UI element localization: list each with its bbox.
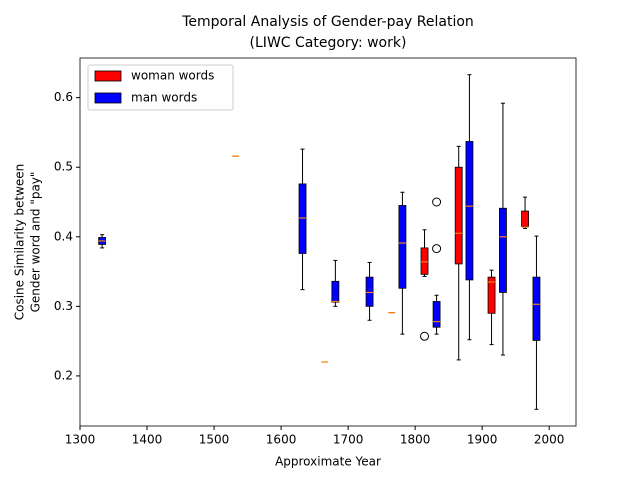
legend-label: woman words [131, 69, 214, 83]
plot-frame [79, 57, 577, 427]
box [298, 183, 307, 254]
x-tick-label: 1800 [400, 433, 431, 447]
y-axis-label: Gender word and "pay" [29, 172, 43, 313]
box [454, 166, 463, 265]
box [365, 276, 374, 307]
x-tick-label: 1900 [467, 433, 498, 447]
box [331, 280, 340, 303]
flier [432, 197, 442, 207]
box [420, 247, 429, 275]
box [521, 210, 529, 227]
y-tick-label: 0.5 [54, 160, 73, 174]
x-tick-label: 1500 [199, 433, 230, 447]
box [499, 207, 507, 293]
x-tick-label: 1600 [266, 433, 297, 447]
x-tick-label: 2000 [534, 433, 565, 447]
flier [432, 244, 442, 254]
legend-frame [87, 64, 234, 111]
box [432, 301, 441, 328]
box [398, 205, 407, 289]
legend-swatch [94, 70, 122, 82]
legend-swatch [94, 92, 122, 104]
y-tick-label: 0.6 [54, 90, 73, 104]
flier [420, 331, 430, 341]
y-tick-label: 0.4 [54, 229, 73, 243]
box [532, 276, 541, 341]
x-tick-label: 1300 [65, 433, 96, 447]
y-tick-label: 0.3 [54, 299, 73, 313]
legend-label: man words [131, 91, 197, 105]
x-axis-label: Approximate Year [275, 455, 381, 469]
x-tick-label: 1400 [132, 433, 163, 447]
chart-title: Temporal Analysis of Gender-pay Relation [181, 14, 474, 30]
x-tick-label: 1700 [333, 433, 364, 447]
y-axis-label: Cosine Similarity between [13, 164, 27, 321]
y-tick-label: 0.2 [54, 368, 73, 382]
box [465, 141, 474, 281]
box [487, 276, 496, 314]
chart-subtitle: (LIWC Category: work) [250, 35, 407, 51]
